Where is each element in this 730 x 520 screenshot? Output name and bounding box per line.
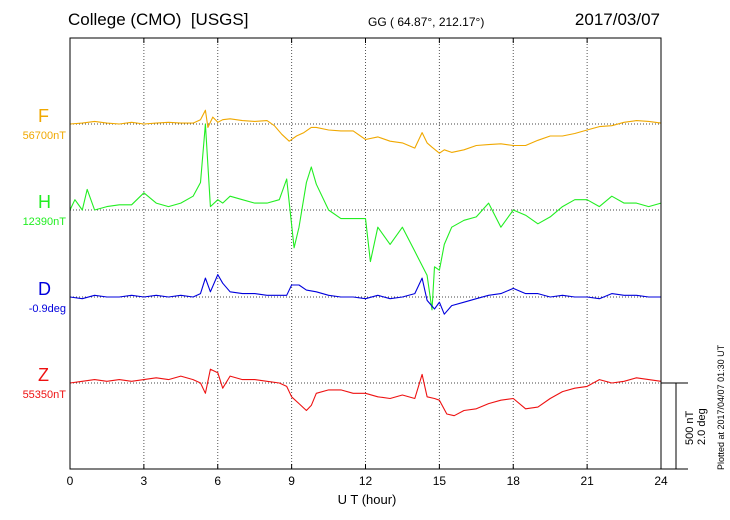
series-line-F (69, 109, 662, 154)
station-header: College (CMO) [USGS] (68, 10, 248, 30)
plotted-timestamp: Plotted at 2017/04/07 01:30 UT (716, 344, 726, 470)
channel-letter-D: D (38, 279, 51, 299)
channel-letter-Z: Z (38, 365, 49, 385)
channel-baseline-Z: 55350nT (22, 389, 66, 401)
series-lines (69, 109, 662, 417)
x-tick-label-9: 9 (288, 474, 295, 488)
channel-baseline-D: -0.9deg (28, 303, 66, 315)
channel-baseline-H: 12390nT (22, 216, 66, 228)
data-source: [USGS] (190, 10, 249, 29)
channel-letter-H: H (38, 192, 51, 212)
x-tick-label-18: 18 (507, 474, 521, 488)
station-name: College (CMO) (68, 10, 182, 29)
scale-bar (661, 382, 688, 470)
series-line-H (69, 123, 662, 311)
baseline-lines (70, 123, 661, 384)
x-tick-label-24: 24 (654, 474, 668, 488)
scale-label-deg: 2.0 deg (696, 408, 708, 445)
channel-letter-F: F (38, 106, 49, 126)
x-tick-label-3: 3 (141, 474, 148, 488)
scale-label-nt: 500 nT (684, 410, 696, 445)
x-axis-ticks: 0 3 6 9 12 15 18 21 24 (67, 38, 668, 488)
plot-date: 2017/03/07 (574, 10, 660, 29)
x-axis-label: U T (hour) (338, 492, 397, 507)
x-tick-label-12: 12 (359, 474, 373, 488)
series-line-D (69, 274, 661, 315)
x-tick-label-21: 21 (580, 474, 594, 488)
x-tick-label-0: 0 (67, 474, 74, 488)
geo-coordinates: GG ( 64.87°, 212.17°) (368, 15, 485, 29)
series-line-Z (69, 368, 662, 417)
x-tick-label-6: 6 (214, 474, 221, 488)
channel-baseline-F: 56700nT (22, 130, 66, 142)
x-tick-label-15: 15 (433, 474, 447, 488)
